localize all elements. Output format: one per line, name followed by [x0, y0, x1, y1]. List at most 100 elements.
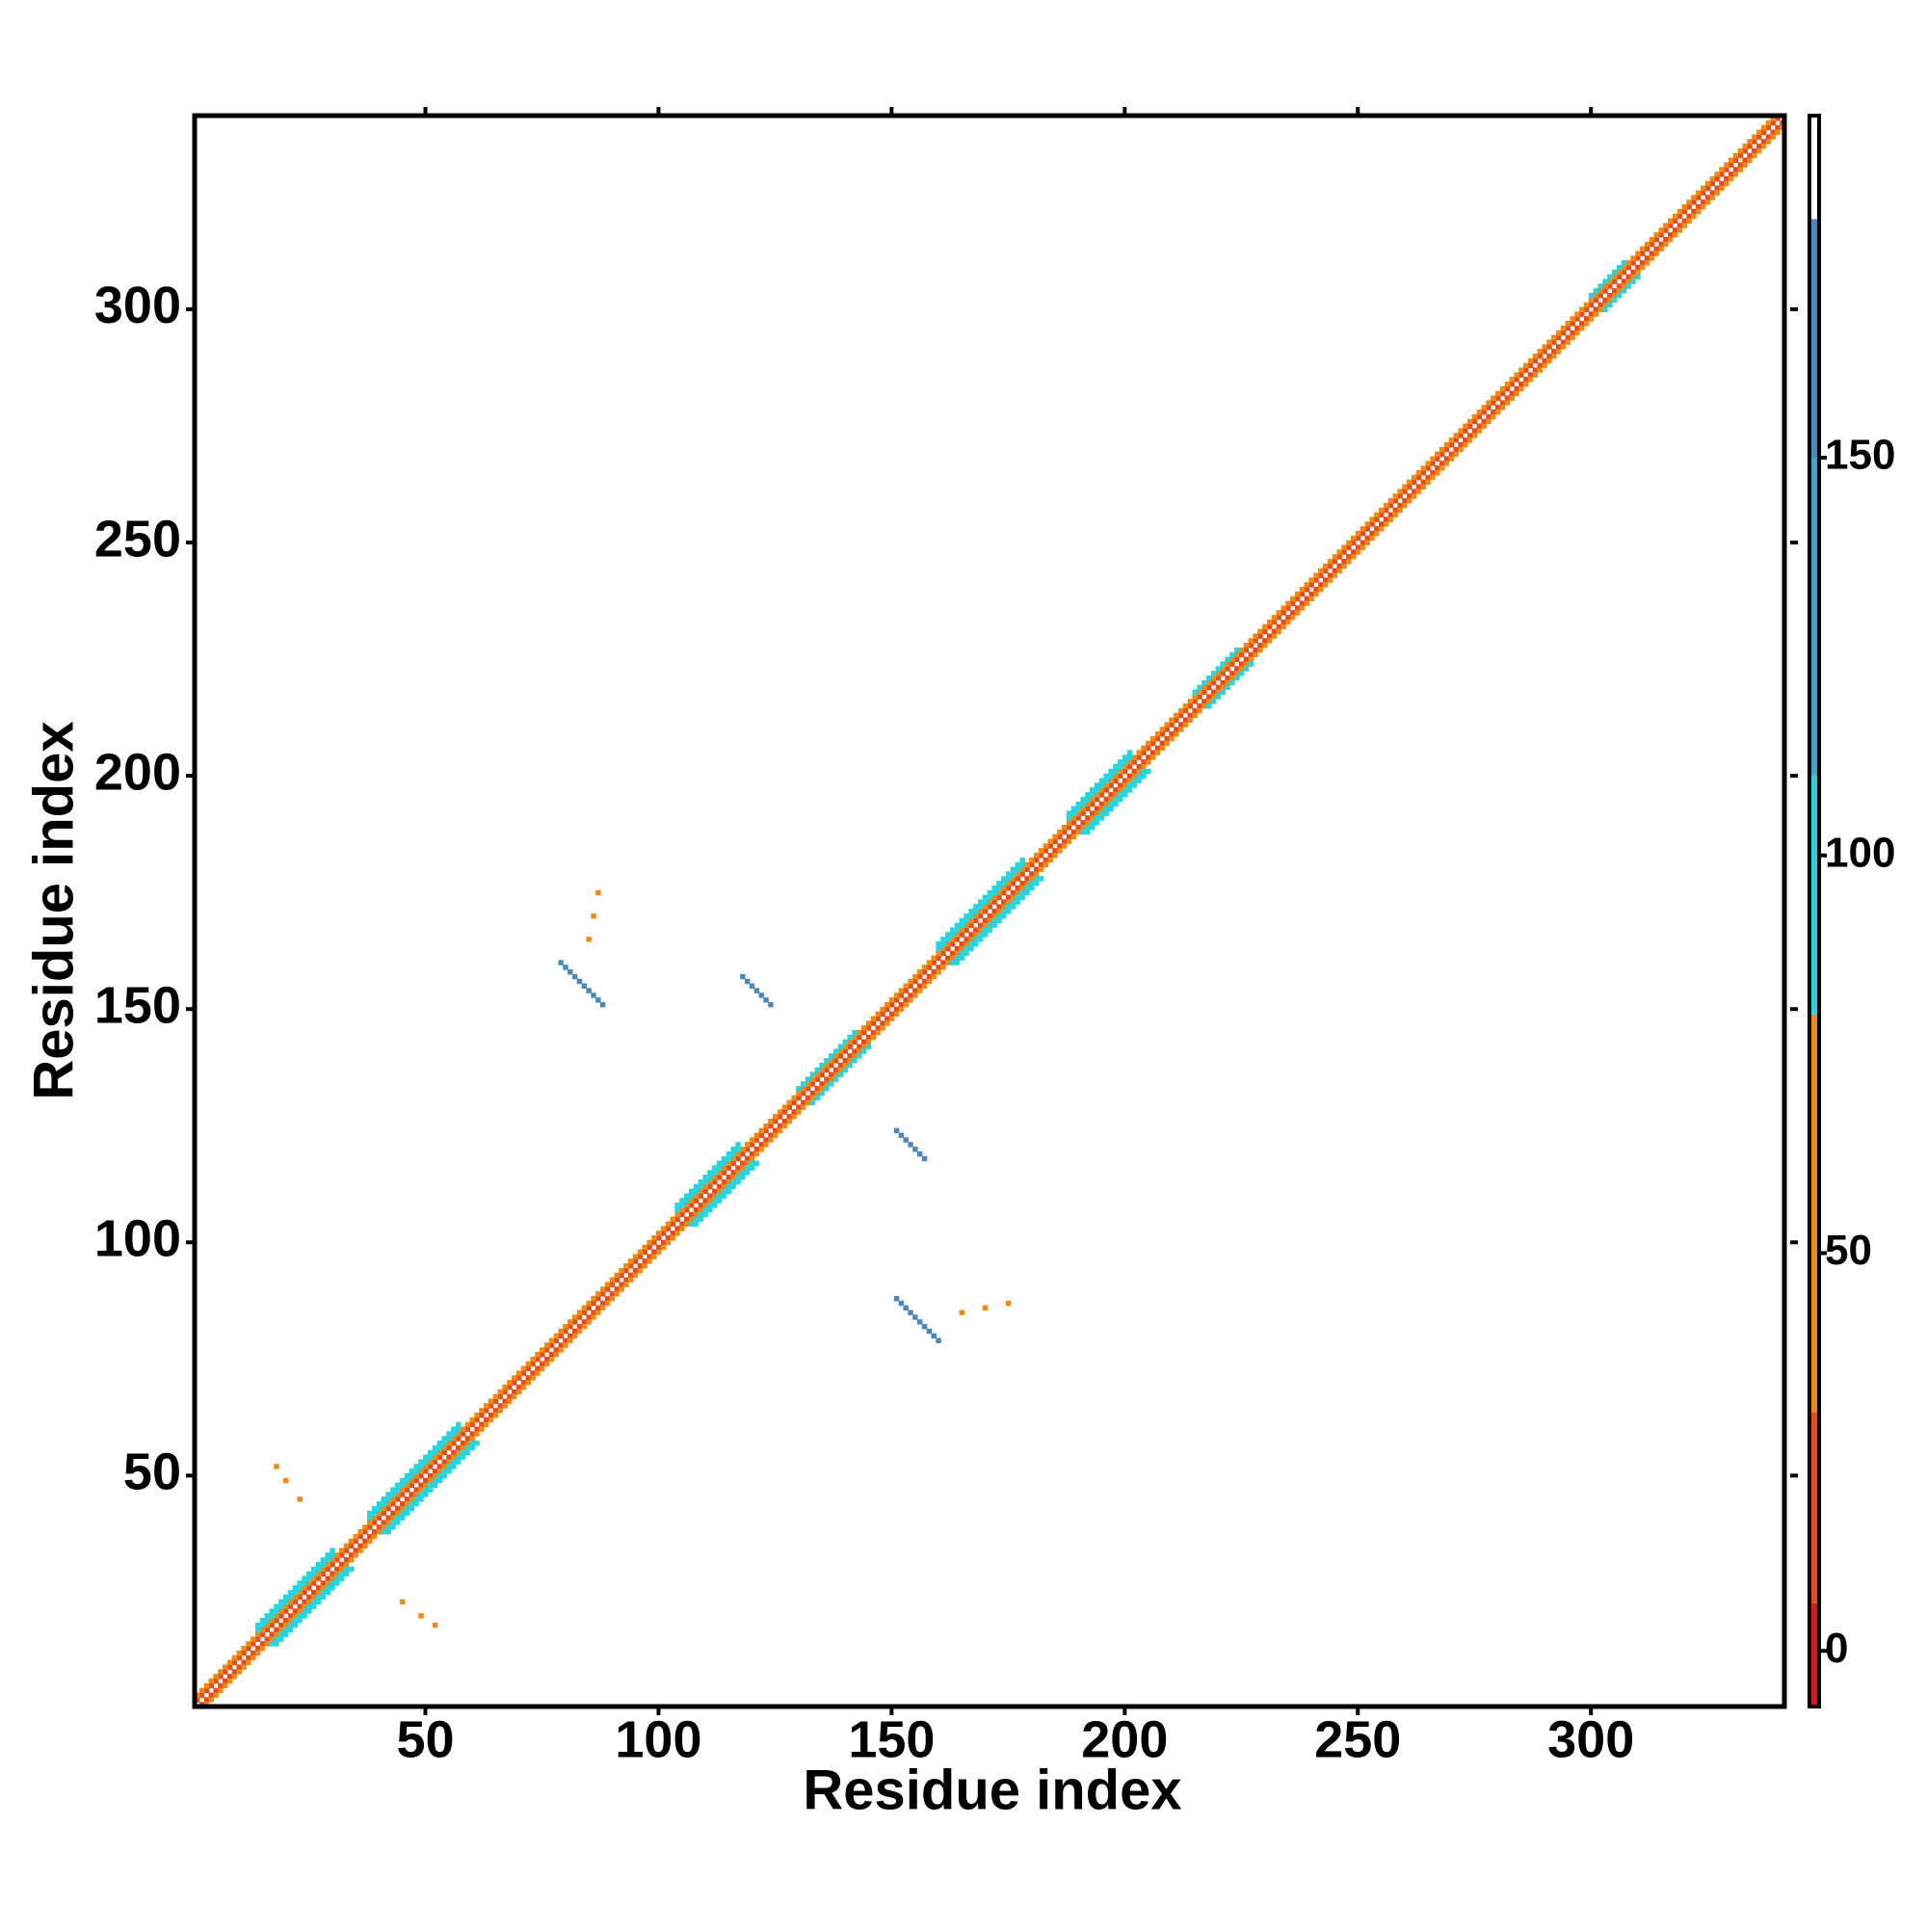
heatmap-cell [665, 1234, 672, 1241]
heatmap-cell [543, 1347, 550, 1353]
heatmap-cell [274, 1464, 279, 1469]
heatmap-cell [1719, 167, 1725, 172]
heatmap-cell [926, 960, 933, 966]
heatmap-cell [502, 1384, 508, 1390]
heatmap-cell [1686, 213, 1692, 220]
heatmap-cell [749, 1137, 755, 1143]
heatmap-cell [949, 932, 956, 938]
heatmap-cell [497, 1408, 503, 1414]
heatmap-cell [264, 1641, 271, 1647]
heatmap-cell [1126, 754, 1133, 760]
heatmap-cell [829, 1076, 834, 1082]
heatmap-cell [339, 1571, 345, 1577]
heatmap-cell [1602, 283, 1608, 289]
heatmap-cell [917, 973, 923, 980]
heatmap-cell [1033, 852, 1040, 859]
heatmap-cell [1439, 465, 1445, 471]
heatmap-cell [1466, 433, 1473, 438]
heatmap-cell [1532, 367, 1539, 373]
heatmap-cell [1597, 292, 1603, 299]
heatmap-cell [940, 950, 946, 957]
heatmap-cell [1681, 208, 1687, 215]
heatmap-cell [1732, 167, 1739, 172]
heatmap-cell [563, 1323, 568, 1330]
heatmap-cell [1574, 311, 1580, 317]
heatmap-cell [954, 937, 961, 942]
heatmap-cell [964, 940, 969, 947]
heatmap-cell [1486, 413, 1491, 420]
heatmap-cell [1103, 782, 1109, 788]
heatmap-cell [1491, 410, 1496, 415]
heatmap-cell [599, 1286, 606, 1292]
heatmap-cell [842, 1048, 849, 1054]
heatmap-cell [1471, 433, 1478, 438]
heatmap-cell [1141, 745, 1147, 752]
heatmap-cell [847, 1062, 853, 1069]
heatmap-cell [893, 992, 900, 998]
heatmap-cell [604, 1295, 611, 1302]
heatmap-cell [427, 1454, 434, 1460]
heatmap-cell [357, 1533, 363, 1540]
heatmap-cell [254, 1646, 261, 1652]
heatmap-cell [1770, 134, 1776, 140]
heatmap-cell [1118, 796, 1123, 803]
heatmap-cell [949, 955, 956, 961]
heatmap-cell [1318, 582, 1324, 588]
heatmap-cell [698, 1211, 704, 1218]
heatmap-cell [339, 1561, 345, 1568]
heatmap-cell [1439, 446, 1445, 453]
heatmap-cell [320, 1557, 327, 1563]
heatmap-cell [1625, 274, 1631, 280]
heatmap-cell [888, 997, 895, 1003]
heatmap-cell [888, 1001, 895, 1008]
heatmap-cell [982, 917, 989, 924]
heatmap-cell [1136, 768, 1142, 775]
heatmap-cell [330, 1585, 335, 1591]
heatmap-cell [1351, 549, 1357, 555]
heatmap-cell [1775, 129, 1781, 135]
heatmap-cell [1276, 623, 1282, 630]
heatmap-cell [893, 1295, 900, 1302]
heatmap-cell [964, 917, 969, 924]
heatmap-cell [1164, 735, 1170, 742]
heatmap-cell [805, 1095, 811, 1101]
heatmap-cell [1066, 820, 1072, 826]
heatmap-cell [945, 937, 951, 942]
heatmap-cell [371, 1529, 378, 1535]
heatmap-cell [1024, 861, 1030, 868]
heatmap-cell [203, 1687, 210, 1694]
heatmap-cell [781, 1109, 788, 1115]
heatmap-cell [1019, 885, 1025, 891]
heatmap-cell [390, 1515, 396, 1521]
heatmap-cell [702, 1198, 708, 1204]
heatmap-cell [1215, 666, 1222, 672]
heatmap-cell [353, 1552, 358, 1558]
heatmap-cell [1728, 157, 1734, 164]
heatmap-cell [1332, 572, 1338, 578]
heatmap-cell [991, 885, 997, 891]
heatmap-cell [395, 1510, 401, 1517]
heatmap-cell [1407, 479, 1412, 486]
heatmap-cell [208, 1697, 214, 1703]
heatmap-cell [339, 1552, 345, 1558]
heatmap-cell [1616, 274, 1623, 280]
heatmap-cell [926, 965, 933, 970]
heatmap-cell [707, 1183, 713, 1190]
heatmap-cell [698, 1206, 704, 1213]
heatmap-cell [1546, 353, 1552, 359]
heatmap-cell [996, 885, 1002, 891]
heatmap-cell [693, 1211, 700, 1218]
heatmap-cell [418, 1472, 424, 1479]
heatmap-cell [996, 889, 1002, 896]
heatmap-cell [1425, 465, 1431, 471]
heatmap-cell [735, 1142, 741, 1148]
heatmap-cell [824, 1076, 830, 1082]
heatmap-cell [446, 1454, 452, 1460]
heatmap-cell [1509, 377, 1515, 383]
heatmap-cell [520, 1370, 527, 1376]
heatmap-cell [297, 1589, 303, 1596]
heatmap-cell [936, 969, 941, 975]
heatmap-cell [1387, 498, 1394, 504]
heatmap-cell [432, 1449, 438, 1456]
heatmap-cell [698, 1178, 704, 1185]
